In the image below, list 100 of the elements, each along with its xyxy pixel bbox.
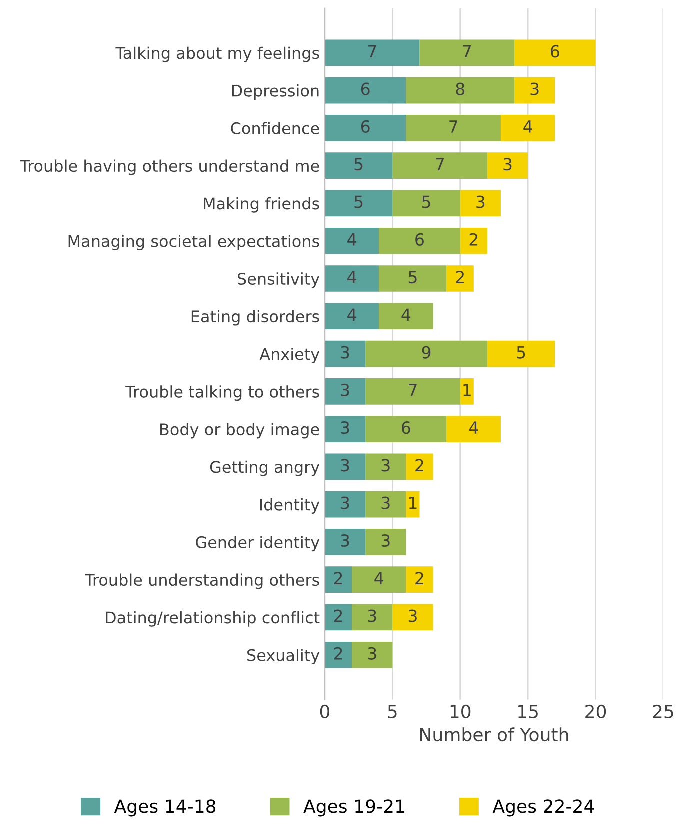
bar bbox=[379, 266, 447, 292]
bar bbox=[324, 228, 380, 254]
data-label: 7 bbox=[463, 45, 472, 58]
data-label: 7 bbox=[368, 45, 376, 58]
data-label: 3 bbox=[341, 459, 350, 472]
data-label: 4 bbox=[348, 234, 356, 246]
y-tick-label: Identity bbox=[260, 498, 320, 514]
bar bbox=[324, 529, 366, 556]
data-label: 7 bbox=[436, 158, 444, 170]
data-label: 7 bbox=[409, 384, 417, 396]
y-tick-label: Dating/relationship conflict bbox=[106, 611, 320, 627]
data-label: 8 bbox=[456, 82, 465, 96]
bar bbox=[366, 454, 406, 480]
data-label: 5 bbox=[408, 271, 417, 284]
y-tick-label: Making friends bbox=[204, 197, 320, 213]
x-tick-label: 25 bbox=[653, 704, 674, 719]
y-tick-label: Sexuality bbox=[248, 649, 320, 665]
data-label: 4 bbox=[402, 308, 411, 321]
data-label: 1 bbox=[410, 497, 417, 510]
legend-label: Ages 14-18 bbox=[114, 800, 216, 817]
y-tick-label: Confidence bbox=[231, 122, 320, 134]
bar bbox=[392, 152, 488, 180]
bar bbox=[324, 340, 366, 368]
bar bbox=[352, 566, 406, 594]
bar bbox=[352, 604, 393, 631]
y-tick-label: Gender identity bbox=[196, 536, 320, 552]
data-label: 3 bbox=[476, 196, 485, 208]
data-label: 2 bbox=[334, 572, 342, 584]
x-tick-label: 20 bbox=[586, 704, 606, 719]
bar bbox=[324, 115, 406, 142]
data-label: 4 bbox=[524, 120, 532, 133]
bar bbox=[366, 416, 447, 442]
data-label: 2 bbox=[416, 459, 424, 472]
bar bbox=[324, 416, 366, 442]
data-label: 3 bbox=[504, 158, 512, 171]
data-label: 4 bbox=[348, 308, 356, 321]
bar bbox=[460, 228, 488, 254]
data-label: 2 bbox=[456, 270, 464, 284]
data-label: 3 bbox=[382, 496, 390, 510]
data-label: 4 bbox=[469, 422, 478, 434]
data-label: 5 bbox=[517, 346, 526, 359]
bar bbox=[514, 40, 596, 66]
data-label: 6 bbox=[402, 422, 410, 434]
legend-label: Ages 19-21 bbox=[304, 800, 404, 817]
bar bbox=[379, 303, 434, 330]
bar bbox=[420, 40, 515, 66]
bar bbox=[446, 266, 474, 292]
data-label: 3 bbox=[341, 346, 350, 359]
bar bbox=[324, 454, 366, 480]
bar bbox=[324, 77, 406, 104]
bar bbox=[366, 529, 406, 556]
bar bbox=[487, 152, 528, 180]
bar bbox=[324, 491, 366, 518]
bar bbox=[324, 190, 393, 217]
bar bbox=[366, 378, 460, 405]
y-tick-label: Sensitivity bbox=[238, 272, 320, 288]
bar bbox=[324, 604, 352, 631]
bar bbox=[324, 266, 380, 292]
data-label: 3 bbox=[341, 384, 350, 396]
bar bbox=[379, 228, 460, 254]
bar bbox=[487, 340, 556, 368]
data-label: 3 bbox=[408, 610, 417, 622]
bar bbox=[392, 190, 460, 217]
bar bbox=[392, 604, 434, 631]
bar bbox=[324, 303, 380, 330]
bar bbox=[324, 642, 352, 668]
bar bbox=[406, 77, 515, 104]
data-label: 3 bbox=[341, 422, 350, 434]
data-label: 4 bbox=[374, 572, 384, 584]
data-label: 2 bbox=[416, 572, 424, 584]
bar bbox=[352, 642, 393, 668]
data-label: 3 bbox=[382, 459, 390, 472]
y-tick-label: Trouble talking to others bbox=[126, 386, 320, 402]
data-label: 3 bbox=[368, 647, 376, 660]
y-tick-label: Trouble understanding others bbox=[85, 574, 320, 590]
data-label: 1 bbox=[464, 384, 471, 396]
data-label: 5 bbox=[422, 196, 430, 208]
bar bbox=[500, 115, 556, 142]
y-tick-label: Getting angry bbox=[210, 460, 320, 476]
data-label: 6 bbox=[361, 82, 370, 96]
bar bbox=[460, 190, 501, 217]
data-label: 3 bbox=[368, 610, 376, 622]
data-label: 6 bbox=[416, 233, 424, 246]
y-tick-label: Body or body image bbox=[160, 423, 320, 439]
data-label: 3 bbox=[382, 534, 390, 548]
data-label: 3 bbox=[530, 82, 539, 96]
bar bbox=[406, 491, 420, 518]
bar bbox=[446, 416, 501, 442]
data-label: 2 bbox=[334, 647, 342, 660]
data-label: 6 bbox=[551, 45, 560, 58]
y-tick-label: Eating disorders bbox=[192, 310, 320, 326]
x-tick-label: 0 bbox=[320, 704, 330, 719]
data-label: 7 bbox=[450, 120, 458, 133]
bar bbox=[514, 77, 556, 104]
data-label: 4 bbox=[348, 271, 356, 284]
bar bbox=[324, 566, 352, 594]
data-label: 2 bbox=[470, 233, 478, 246]
bar bbox=[406, 454, 434, 480]
bar bbox=[406, 115, 501, 142]
x-tick-label: 5 bbox=[388, 705, 397, 719]
